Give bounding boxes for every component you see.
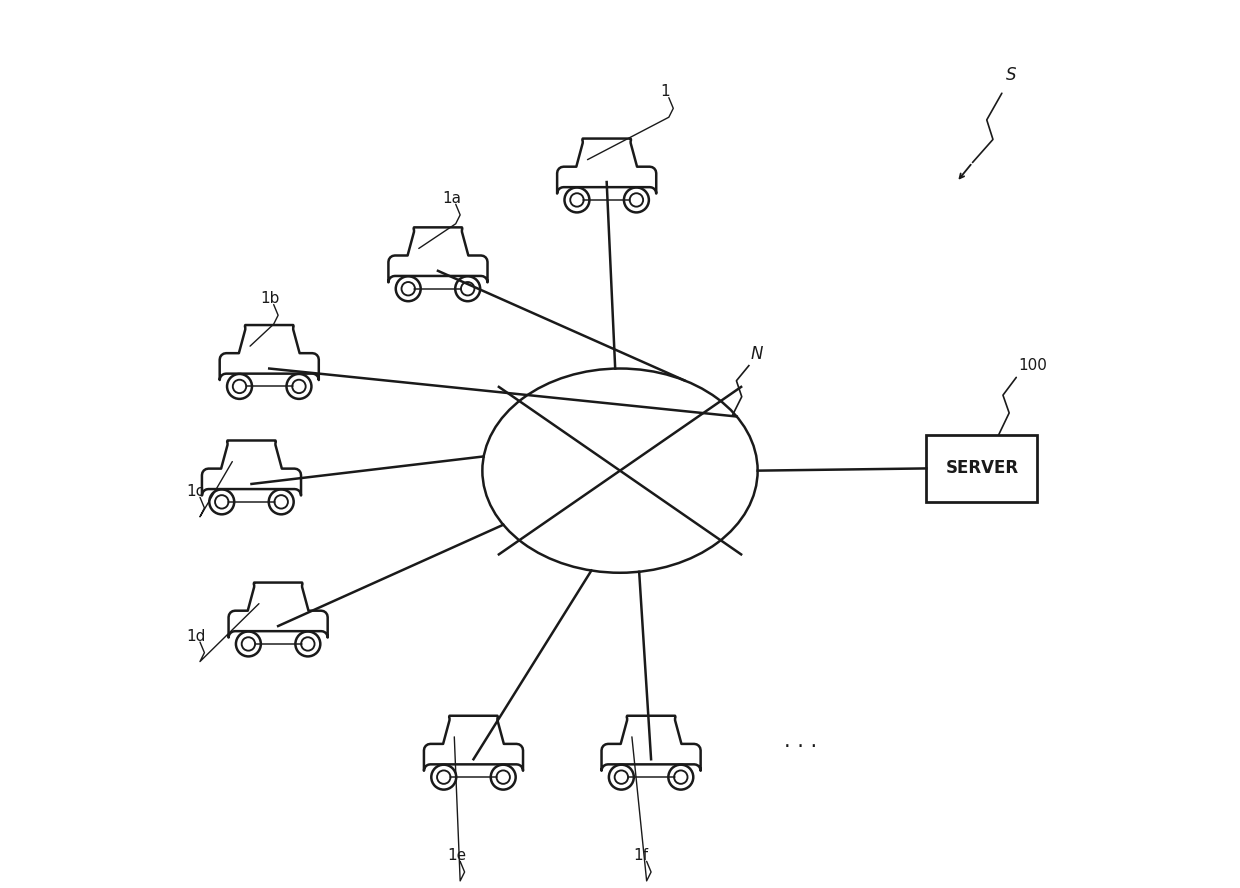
Text: 1d: 1d — [187, 629, 206, 644]
Text: 1e: 1e — [446, 848, 466, 863]
Text: SERVER: SERVER — [945, 459, 1018, 478]
Text: S: S — [1007, 67, 1017, 84]
Text: 1c: 1c — [187, 484, 205, 499]
Bar — [926, 435, 1038, 502]
Text: 1f: 1f — [634, 848, 649, 863]
Text: N: N — [750, 345, 763, 363]
Text: 100: 100 — [1018, 358, 1047, 373]
Text: 1: 1 — [660, 84, 670, 99]
Text: 1b: 1b — [260, 291, 280, 306]
Text: 1a: 1a — [443, 191, 461, 206]
Text: . . .: . . . — [784, 732, 817, 751]
